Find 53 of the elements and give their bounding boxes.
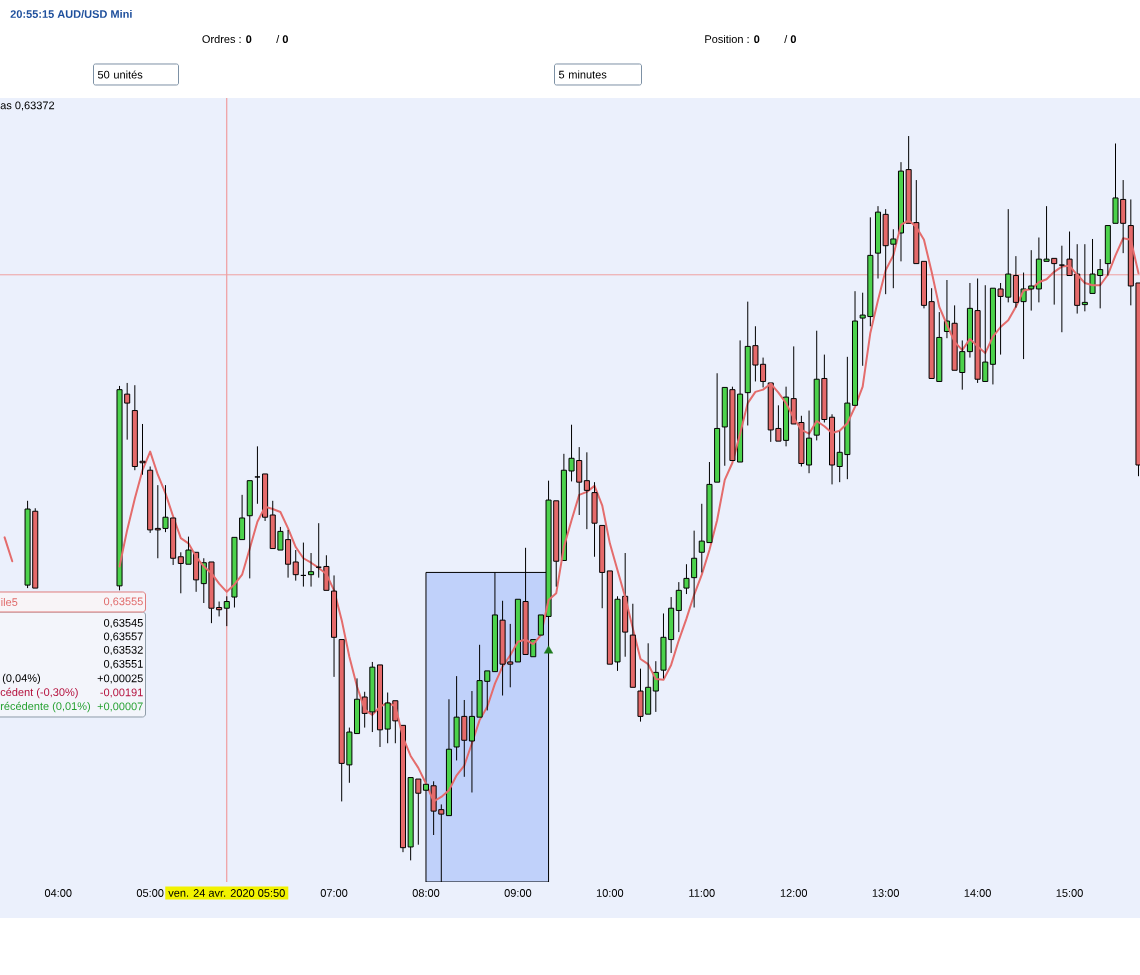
candlestick: [262, 473, 269, 522]
ref-line-label: ven. 24 avr. 2020 05:50: [168, 889, 285, 897]
candlestick: [1081, 243, 1088, 312]
annotation: 0,63557: [103, 632, 143, 642]
candlestick: [331, 574, 338, 678]
x-tick-label: 04:00: [44, 889, 72, 897]
x-tick-label: 10:00: [596, 889, 624, 897]
annotation: cédent (-0,30%): [0, 687, 78, 699]
candlestick: [246, 480, 253, 579]
annotation: 0,63545: [103, 618, 143, 629]
candlestick: [323, 554, 330, 591]
candlestick: [599, 524, 606, 609]
candlestick: [629, 603, 636, 688]
candlestick: [691, 530, 698, 608]
annotation: +0,00007: [97, 702, 143, 712]
candlestick: [254, 445, 261, 505]
annotation: ile5: [1, 597, 18, 607]
candlestick: [1104, 225, 1111, 277]
x-tick-label: 09:00: [504, 889, 532, 897]
candlestick: [147, 466, 154, 534]
candlestick: [445, 698, 452, 817]
x-tick-label: 05:00: [136, 889, 164, 897]
candlestick: [591, 481, 598, 558]
candlestick: [583, 451, 590, 530]
x-tick-label: 07:00: [320, 889, 348, 897]
candlestick: [308, 552, 315, 588]
x-tick-label: 08:00: [412, 889, 440, 897]
x-tick-label: 12:00: [780, 889, 808, 897]
annotation: -0,00191: [100, 688, 143, 698]
annotation: +0,00025: [97, 674, 143, 684]
x-tick-label: 15:00: [1056, 889, 1083, 897]
x-tick-label: 13:00: [872, 889, 899, 897]
annotation: 0,63532: [103, 645, 143, 656]
candlestick: [683, 563, 690, 595]
text: as 0,63372: [0, 101, 55, 111]
text: / 0: [784, 34, 796, 44]
chart-title: 20:55:15 AUD/USD Mini: [10, 9, 132, 19]
text: Ordres : 0: [202, 34, 252, 44]
text: / 0: [276, 34, 288, 44]
annotation: récédente (0,01%): [0, 701, 90, 713]
candlestick: [223, 595, 230, 627]
candlestick: [154, 484, 161, 559]
x-tick-label: 14:00: [964, 889, 991, 897]
text: 50 unités: [97, 70, 143, 79]
x-tick-label: 11:00: [689, 889, 715, 897]
text: 5 minutes: [558, 70, 607, 79]
candlestick: [292, 549, 299, 582]
annotation: 0,63555: [103, 597, 143, 607]
candlestick: [537, 614, 544, 636]
text: Position : 0: [705, 34, 760, 44]
annotation: 0,63551: [103, 659, 143, 670]
candlestick: [675, 581, 682, 633]
annotation: (0,04%): [2, 673, 41, 685]
